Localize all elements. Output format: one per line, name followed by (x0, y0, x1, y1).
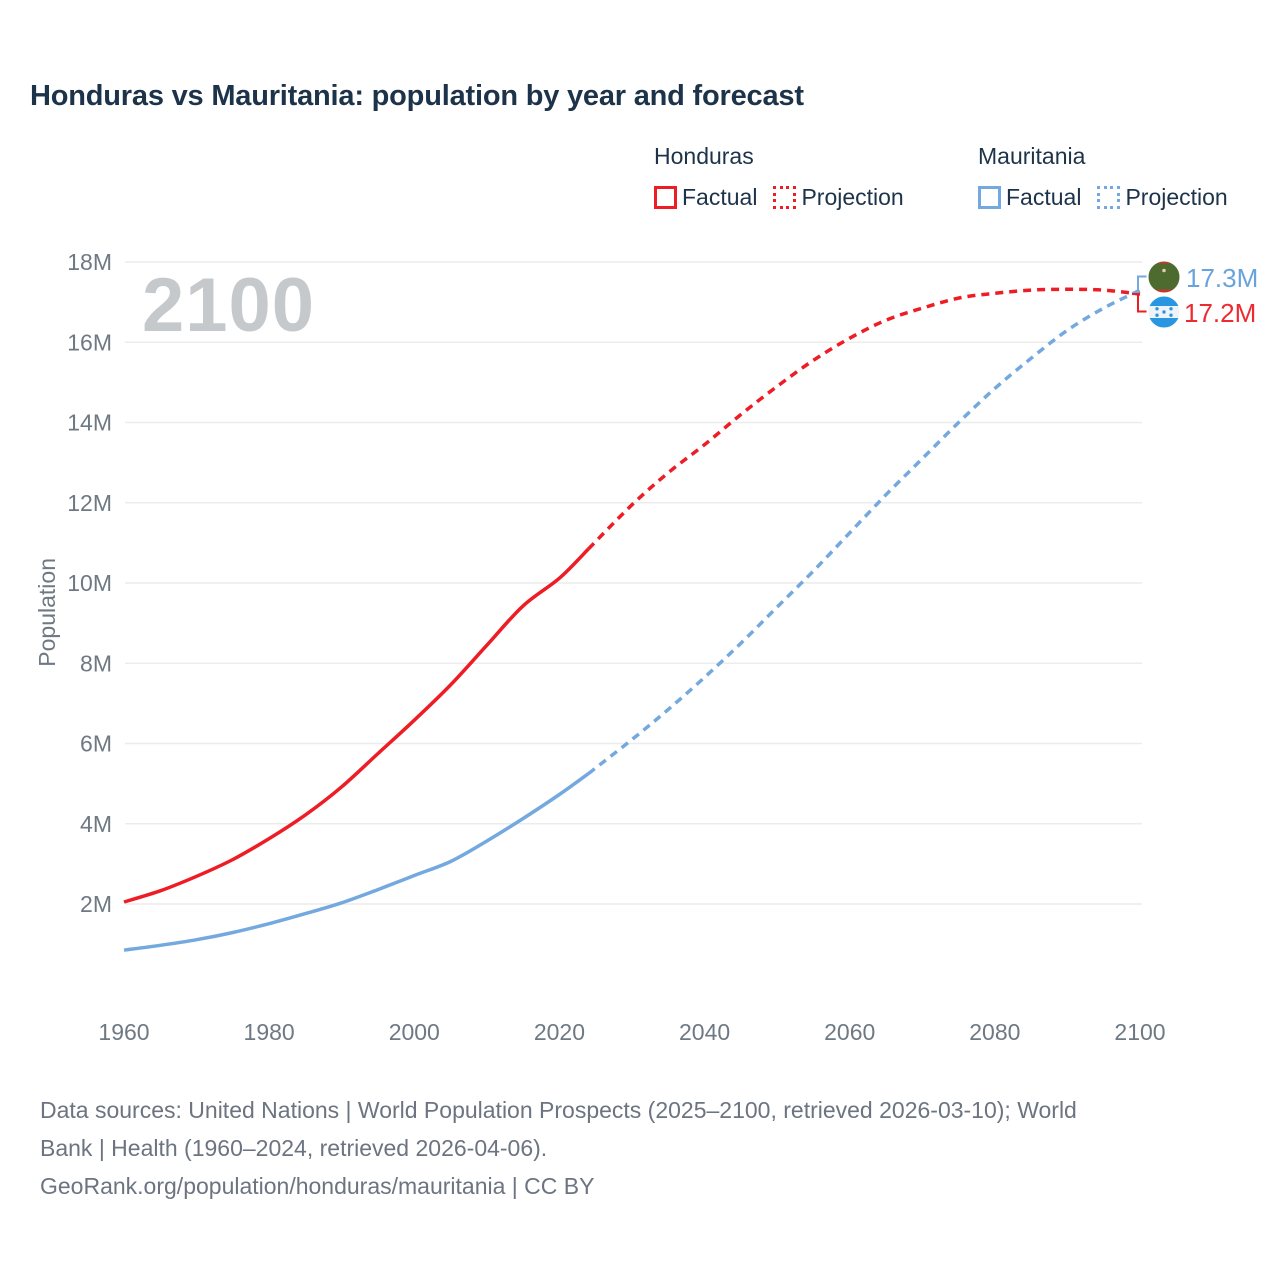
y-tick-label: 4M (80, 811, 112, 837)
x-tick-label: 2060 (824, 1019, 875, 1045)
footer-line: Bank | Health (1960–2024, retrieved 2026… (40, 1135, 548, 1161)
legend-row-mauritania: Factual Projection (978, 184, 1228, 211)
x-tick-label: 2000 (389, 1019, 440, 1045)
honduras-projection-swatch-icon (773, 186, 797, 209)
y-tick-label: 2M (80, 891, 112, 917)
x-tick-label: 2020 (534, 1019, 585, 1045)
x-tick-label: 1960 (98, 1019, 149, 1045)
legend-header-mauritania: Mauritania (978, 143, 1086, 169)
x-tick-label: 2080 (969, 1019, 1020, 1045)
y-tick-label: 10M (67, 570, 112, 596)
footer-line: Data sources: United Nations | World Pop… (40, 1097, 1077, 1123)
x-tick-label: 1980 (244, 1019, 295, 1045)
x-tick-label: 2100 (1114, 1019, 1165, 1045)
legend-header-honduras: Honduras (654, 143, 754, 169)
series-mauritania-projection (587, 288, 1141, 775)
series-honduras-projection (587, 287, 1141, 551)
y-tick-label: 14M (67, 410, 112, 436)
mauritania-endpoint-connector (1137, 275, 1147, 295)
legend-label: Projection (801, 184, 904, 210)
data-sources-footer: Data sources: United Nations | World Pop… (40, 1091, 1077, 1205)
footer-line: GeoRank.org/population/honduras/mauritan… (40, 1173, 595, 1199)
legend-group-mauritania: Mauritania Factual Projection (978, 143, 1228, 211)
mauritania-projection-swatch-icon (1097, 186, 1121, 209)
honduras-endpoint-connector (1132, 293, 1147, 313)
mauritania-flag-icon (1146, 259, 1182, 295)
legend-item-mauritania-projection[interactable]: Projection (1097, 184, 1228, 211)
mauritania-factual-swatch-icon (978, 186, 1001, 209)
year-watermark: 2100 (142, 263, 316, 348)
legend-item-honduras-factual[interactable]: Factual (654, 184, 757, 211)
legend-label: Factual (1006, 184, 1082, 210)
legend-item-honduras-projection[interactable]: Projection (773, 184, 904, 211)
y-tick-label: 18M (67, 249, 112, 275)
legend-group-honduras: Honduras Factual Projection (654, 143, 904, 211)
y-tick-label: 12M (67, 490, 112, 516)
page-title: Honduras vs Mauritania: population by ye… (30, 80, 804, 112)
series-honduras-factual (123, 547, 590, 904)
honduras-end-value: 17.2M (1184, 298, 1257, 328)
legend-item-mauritania-factual[interactable]: Factual (978, 184, 1081, 211)
y-tick-label: 6M (80, 731, 112, 757)
x-tick-label: 2040 (679, 1019, 730, 1045)
honduras-flag-icon (1146, 294, 1182, 330)
series-mauritania-factual (123, 772, 590, 952)
legend-label: Projection (1125, 184, 1228, 210)
legend-label: Factual (682, 184, 758, 210)
legend-row-honduras: Factual Projection (654, 184, 904, 211)
honduras-factual-swatch-icon (654, 186, 677, 209)
mauritania-end-value: 17.3M (1186, 263, 1259, 293)
y-tick-label: 16M (67, 329, 112, 355)
y-tick-label: 8M (80, 650, 112, 676)
